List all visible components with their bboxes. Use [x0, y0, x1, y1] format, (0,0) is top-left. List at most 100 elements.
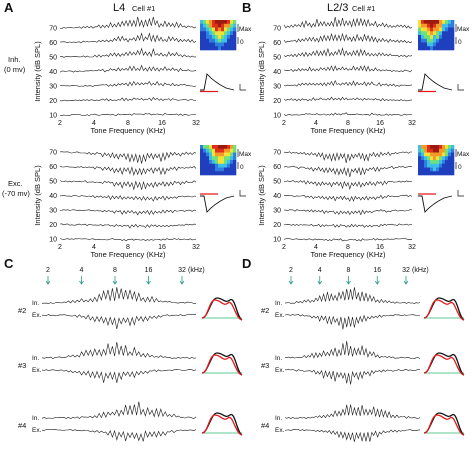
heatmap-cell — [200, 38, 204, 43]
heatmap-cell — [436, 145, 440, 150]
heatmap-cell — [209, 38, 213, 43]
heatmap-cell — [227, 46, 231, 51]
y-tick-label: 30 — [49, 208, 57, 215]
heatmap-cell — [206, 42, 210, 47]
heatmap-cell — [439, 152, 443, 157]
cell-row: #4 In. Ex. — [261, 404, 465, 442]
heatmap-cell — [221, 160, 225, 165]
heatmap-cell — [421, 160, 425, 165]
heatmap-cell — [227, 156, 231, 161]
heatmap-cell — [224, 38, 228, 43]
heatmap-cell — [448, 171, 452, 176]
heatmap-cell — [227, 27, 231, 32]
scale-bar — [239, 190, 246, 197]
heatmap-cell — [233, 171, 237, 176]
heatmap-cell — [230, 145, 234, 150]
y-tick-label: 50 — [49, 55, 57, 62]
heatmap-cell — [200, 160, 204, 165]
heatmap-cell — [430, 152, 434, 157]
heatmap-cell — [439, 20, 443, 25]
heatmap-cell — [430, 148, 434, 153]
heatmap-cell — [421, 46, 425, 51]
heatmap-cell — [224, 163, 228, 168]
heatmap-cell — [224, 148, 228, 153]
heatmap-cell — [427, 152, 431, 157]
heatmap-cell — [200, 20, 204, 25]
response-trace — [59, 194, 197, 202]
inh-tuning-curve — [423, 414, 465, 436]
x-tick-label: 32 — [192, 120, 200, 127]
heatmap-cell — [221, 145, 225, 150]
heatmap-cell — [439, 23, 443, 28]
heatmap-cell — [442, 152, 446, 157]
cell-label: #3 — [261, 361, 269, 370]
heatmap-cell — [221, 167, 225, 172]
heatmap-cell — [424, 145, 428, 150]
heatmap-cell — [421, 35, 425, 40]
heatmap-cell — [424, 38, 428, 43]
response-trace — [283, 79, 413, 87]
heatmap-cell — [230, 171, 234, 176]
heatmap-cell — [230, 148, 234, 153]
response-trace — [59, 151, 197, 164]
heatmap-cell — [448, 160, 452, 165]
heatmap-cell — [218, 27, 222, 32]
response-trace — [283, 238, 413, 242]
heatmap-cell — [215, 35, 219, 40]
heatmap-cell — [200, 23, 204, 28]
x-tick-label: 8 — [126, 120, 130, 127]
heatmap-cell — [227, 145, 231, 150]
heatmap-cell — [215, 20, 219, 25]
freq-marker-label: 16 — [145, 267, 153, 274]
heatmap-cell — [433, 31, 437, 36]
response-trace — [283, 17, 413, 29]
heatmap-cell — [433, 35, 437, 40]
y-tick-label: 30 — [49, 84, 57, 91]
heatmap-cell — [209, 20, 213, 25]
heatmap-cell — [212, 27, 216, 32]
heatmap-cell — [442, 27, 446, 32]
heatmap-cell — [218, 171, 222, 176]
cell-label: #4 — [18, 421, 26, 430]
heatmap-cell — [427, 23, 431, 28]
heatmap-cell — [451, 145, 455, 150]
response-trace — [59, 97, 197, 102]
heatmap-cell — [421, 148, 425, 153]
freq-arrow-icon — [346, 276, 351, 285]
heatmap-cell — [215, 38, 219, 43]
response-trace — [59, 238, 197, 242]
heatmap-cell — [451, 156, 455, 161]
x-tick-label: 2 — [58, 120, 62, 127]
response-trace — [59, 223, 197, 229]
exc-trace — [285, 369, 421, 385]
exc-trace-label: Ex. — [275, 312, 285, 319]
heatmap-cell — [424, 156, 428, 161]
heatmap-cell — [442, 35, 446, 40]
heatmap-cell — [427, 171, 431, 176]
heatmap-cell — [221, 38, 225, 43]
heatmap-cell — [418, 35, 422, 40]
heatmap-cell — [218, 156, 222, 161]
heatmap-cell — [433, 156, 437, 161]
heatmap-cell — [448, 145, 452, 150]
heatmap-cell — [215, 46, 219, 51]
heatmap-cell — [427, 31, 431, 36]
heatmap-cell — [221, 27, 225, 32]
heatmap-cell — [212, 42, 216, 47]
response-trace — [283, 151, 412, 164]
x-axis-label: Tone Frequency (KHz) — [90, 126, 166, 135]
heatmap-cell — [200, 152, 204, 157]
heatmap-cell — [439, 163, 443, 168]
heatmap-cell — [433, 23, 437, 28]
heatmap-cell — [224, 46, 228, 51]
heatmap-cell — [436, 42, 440, 47]
inh-tuning-curve — [201, 354, 243, 376]
heatmap-zero-label: 0 — [240, 39, 244, 46]
heatmap-cell — [433, 160, 437, 165]
heatmap-cell — [439, 156, 443, 161]
heatmap-cell — [233, 35, 237, 40]
heatmap-cell — [442, 46, 446, 51]
heatmap-cell — [418, 171, 422, 176]
heatmap-a-exc: Max 0 — [200, 145, 252, 176]
heatmap-cell — [212, 148, 216, 153]
